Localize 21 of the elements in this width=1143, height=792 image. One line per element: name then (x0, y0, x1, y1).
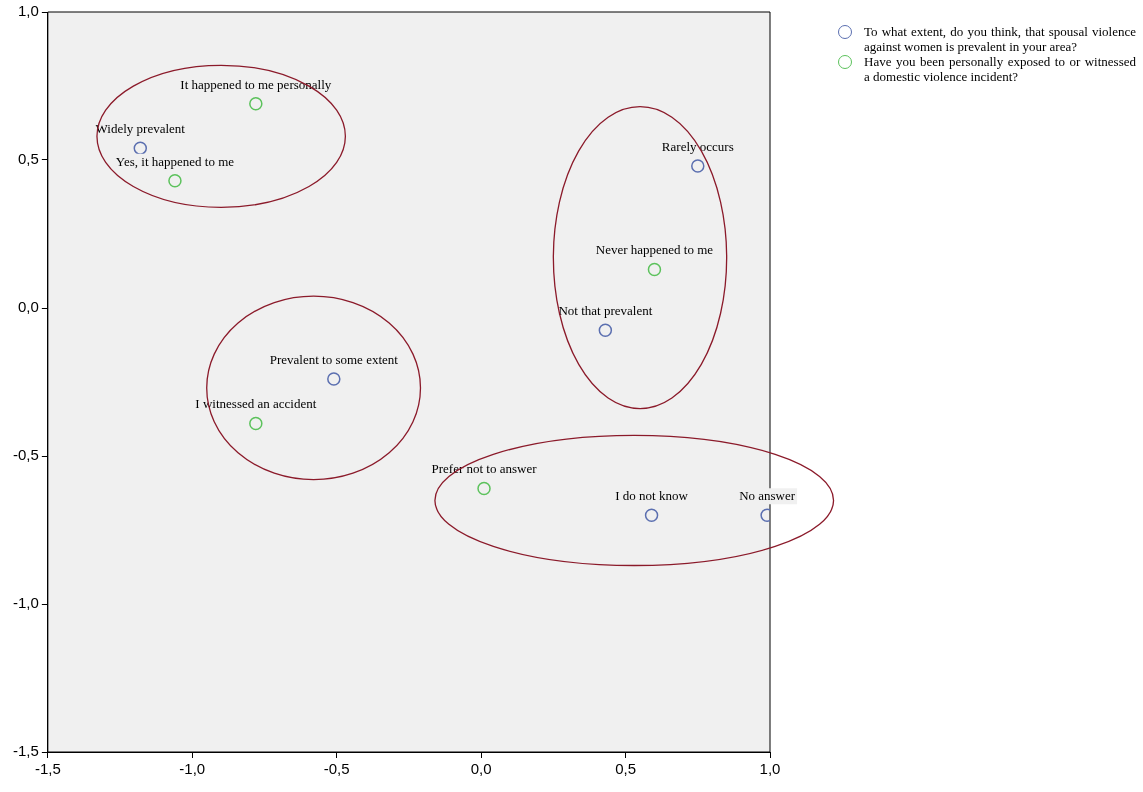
annotation: Rarely occurs (661, 138, 734, 154)
annotation: Not that prevalent (558, 303, 653, 319)
x-tick-label: -1,5 (34, 760, 61, 778)
y-tick-label: -1,0 (12, 594, 39, 612)
annotation: I do not know (615, 488, 689, 504)
x-tick-label: 0,0 (470, 760, 492, 778)
y-tick-label: 0,5 (17, 150, 39, 168)
x-tick-label: -0,5 (323, 760, 350, 778)
annotation: Prevalent to some extent (269, 351, 399, 367)
legend-label: Have you been personally exposed to or witnessed a domestic violence incident? (864, 54, 1136, 84)
y-tick-label: 1,0 (17, 2, 39, 20)
y-tick-label: 0,0 (17, 298, 39, 316)
y-tick-label: -1,5 (12, 742, 39, 760)
annotation: Never happened to me (595, 242, 714, 258)
x-tick-label: -1,0 (179, 760, 206, 778)
y-tick-label: -0,5 (12, 446, 39, 464)
x-tick-label: 0,5 (615, 760, 636, 778)
x-tick-label: 1,0 (759, 760, 781, 778)
annotation: Yes, it happened to me (115, 153, 235, 169)
annotation: No answer (739, 488, 796, 504)
legend-label: To what extent, do you think, that spousal violence against women is prevalent in your area? (864, 24, 1136, 54)
